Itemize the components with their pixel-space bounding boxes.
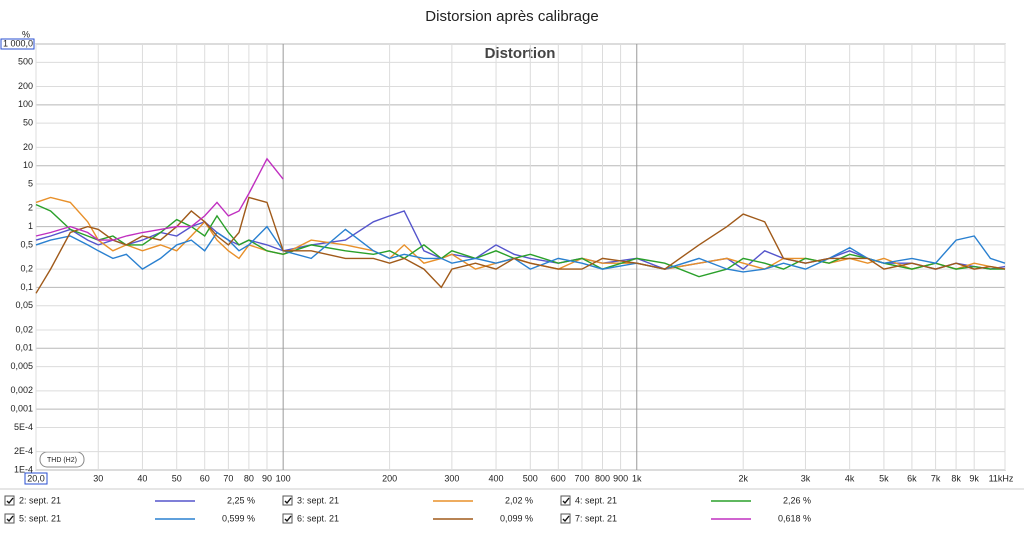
legend-check	[6, 515, 14, 523]
x-tick-label: 400	[489, 473, 504, 483]
legend-checkbox[interactable]	[4, 495, 15, 506]
y-tick-label: 0,1	[20, 282, 33, 292]
legend-checkbox[interactable]	[282, 513, 293, 524]
y-tick-label: 2	[28, 203, 33, 213]
x-tick-label: 500	[523, 473, 538, 483]
x-tick-label: 900	[613, 473, 628, 483]
x-tick-label: 2k	[738, 473, 748, 483]
x-tick-label: 100	[276, 473, 291, 483]
y-tick-label: 50	[23, 118, 33, 128]
legend-value: 2,26 %	[783, 495, 811, 505]
series-line	[35, 157, 284, 241]
x-tick-label: 600	[551, 473, 566, 483]
x-tick-label: 200	[382, 473, 397, 483]
y-tick-label: 2E-4	[14, 446, 33, 456]
legend-name: 6: sept. 21	[297, 513, 339, 523]
y-tick-label: 10	[23, 160, 33, 170]
x-tick-label: 9k	[969, 473, 979, 483]
x-tick-label: 30	[93, 473, 103, 483]
legend-check	[6, 497, 14, 505]
y-tick-label: 1 000,0	[3, 38, 33, 48]
y-tick-label: 0,002	[10, 385, 33, 395]
legend-name: 5: sept. 21	[19, 513, 61, 523]
x-tick-label: 800	[595, 473, 610, 483]
x-tick-label: 60	[200, 473, 210, 483]
badge: THD (H2)	[47, 457, 77, 464]
y-unit: %	[22, 29, 30, 39]
y-tick-label: 0,2	[20, 263, 33, 273]
chart-title: Distorsion après calibrage	[425, 8, 598, 25]
legend-check	[284, 497, 292, 505]
legend-name: 4: sept. 21	[575, 495, 617, 505]
plot-title: Distortion	[485, 45, 556, 62]
legend-value: 2,25 %	[227, 495, 255, 505]
x-tick-label: 80	[244, 473, 254, 483]
x-tick-label: 40	[137, 473, 147, 483]
legend-checkbox[interactable]	[4, 513, 15, 524]
x-tick-label: 7k	[931, 473, 941, 483]
y-tick-label: 5	[28, 178, 33, 188]
x-tick-box	[24, 472, 48, 485]
y-tick-label: 500	[18, 57, 33, 67]
x-tick-label: 70	[223, 473, 233, 483]
x-tick-label: 5k	[879, 473, 889, 483]
series-line	[35, 196, 1006, 294]
legend-check	[562, 497, 570, 505]
y-tick-box	[0, 38, 35, 50]
legend-value: 0,599 %	[222, 513, 255, 523]
x-tick-label: 90	[262, 473, 272, 483]
legend-name: 3: sept. 21	[297, 495, 339, 505]
y-tick-label: 0,001	[10, 404, 33, 414]
y-tick-label: 5E-4	[14, 422, 33, 432]
x-tick-label: 6k	[907, 473, 917, 483]
legend-value: 0,618 %	[778, 513, 811, 523]
y-tick-label: 0,01	[15, 343, 33, 353]
y-tick-label: 1E-4	[14, 464, 33, 474]
series-line	[35, 196, 1006, 270]
legend-value: 2,02 %	[505, 495, 533, 505]
legend-checkbox[interactable]	[560, 495, 571, 506]
x-tick-label: 3k	[801, 473, 811, 483]
legend-check	[284, 515, 292, 523]
y-tick-label: 100	[18, 99, 33, 109]
legend-check	[562, 515, 570, 523]
y-tick-label: 1	[28, 221, 33, 231]
legend-checkbox[interactable]	[560, 513, 571, 524]
legend-value: 0,099 %	[500, 513, 533, 523]
y-tick-label: 0,5	[20, 239, 33, 249]
y-tick-label: 200	[18, 81, 33, 91]
x-tick-label: 50	[172, 473, 182, 483]
x-tick-label: 1k	[632, 473, 642, 483]
x-tick-label: 8k	[951, 473, 961, 483]
y-tick-label: 0,05	[15, 300, 33, 310]
x-tick-label: 4k	[845, 473, 855, 483]
x-tick-label: 700	[574, 473, 589, 483]
legend-name: 7: sept. 21	[575, 513, 617, 523]
x-tick-label: 300	[444, 473, 459, 483]
x-tick-label: 20,0	[27, 473, 45, 483]
y-tick-label: 20	[23, 142, 33, 152]
y-tick-label: 0,02	[15, 324, 33, 334]
y-tick-label: 0,005	[10, 361, 33, 371]
legend-checkbox[interactable]	[282, 495, 293, 506]
legend-name: 2: sept. 21	[19, 495, 61, 505]
series-line	[35, 225, 1006, 273]
x-tick-label: 11kHz	[989, 473, 1014, 483]
